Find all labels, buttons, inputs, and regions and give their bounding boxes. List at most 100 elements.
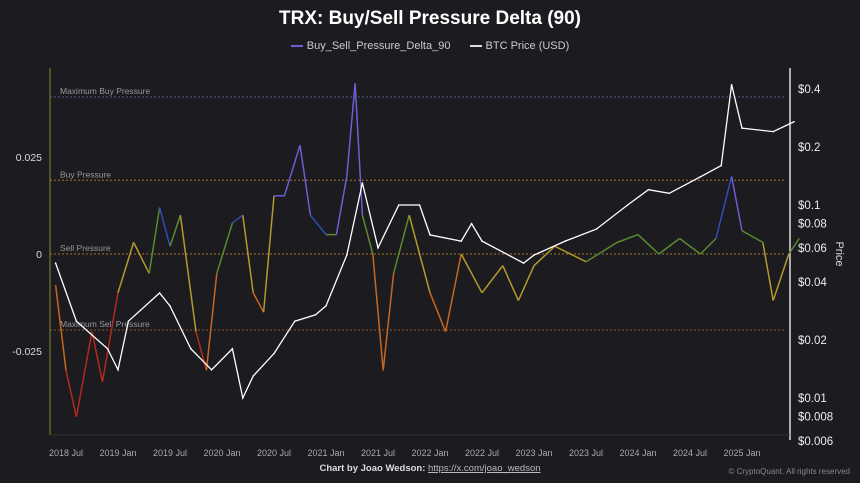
x-tick-label: 2024 Jan: [619, 448, 656, 458]
price-point: [169, 305, 171, 307]
price-point: [595, 228, 598, 230]
y-right-tick-label: $0.02: [798, 335, 827, 347]
x-tick-label: 2021 Jan: [307, 448, 344, 458]
price-point: [741, 127, 743, 129]
delta-segment: [762, 242, 774, 301]
delta-segment: [382, 273, 395, 371]
delta-segment: [715, 176, 733, 239]
delta-segment: [117, 242, 135, 294]
price-point: [158, 292, 161, 294]
delta-segment: [169, 214, 182, 247]
delta-segment: [91, 331, 104, 383]
y-right-tick-label: $0.08: [798, 219, 827, 231]
legend: Buy_Sell_Pressure_Delta_90 BTC Price (US…: [0, 40, 860, 52]
delta-segment: [262, 195, 275, 313]
price-point: [793, 120, 795, 123]
y-right-tick-label: $0.01: [798, 393, 827, 405]
copyright: © CryptoQuant. All rights reserved: [728, 467, 851, 476]
price-point: [533, 254, 535, 256]
price-point: [54, 262, 57, 264]
delta-segment: [481, 265, 504, 294]
price-point: [481, 240, 483, 242]
x-tick-label: 2018 Jul: [49, 448, 83, 458]
delta-segment: [158, 207, 171, 247]
y-right-axis-label: Price: [833, 241, 845, 266]
y-left-tick-label: 0: [36, 249, 42, 261]
y-right-tick-label: $0.4: [798, 84, 821, 96]
y-right-tick-label: $0.006: [798, 436, 833, 448]
delta-segment: [335, 176, 348, 235]
chart-credit: Chart by Joao Wedson: https://x.com/joao…: [319, 463, 541, 474]
price-point: [117, 368, 119, 371]
x-tick-label: 2022 Jan: [411, 448, 448, 458]
threshold-label: Buy Pressure: [60, 169, 111, 179]
delta-segment: [637, 234, 660, 255]
price-point: [252, 375, 254, 377]
delta-segment: [75, 331, 93, 418]
price-point: [127, 320, 130, 322]
x-tick-label: 2020 Jan: [203, 448, 240, 458]
x-tick-label: 2019 Jul: [153, 448, 187, 458]
price-point: [668, 192, 670, 195]
legend-item-price[interactable]: BTC Price (USD): [469, 40, 569, 52]
price-point: [294, 320, 296, 322]
price-point: [398, 204, 400, 206]
x-tick-label: 2023 Jan: [515, 448, 552, 458]
price-point: [273, 352, 275, 355]
delta-segment: [460, 253, 483, 294]
delta-segment: [730, 176, 743, 231]
delta-segment: [429, 292, 447, 332]
y-right-tick-label: $0.06: [798, 243, 827, 255]
price-point: [377, 247, 379, 249]
delta-segment: [65, 370, 78, 418]
delta-segment: [392, 215, 410, 274]
price-point: [346, 254, 348, 256]
threshold-label: Sell Pressure: [60, 243, 111, 253]
price-point: [470, 222, 473, 225]
x-tick-label: 2022 Jul: [465, 448, 499, 458]
delta-segment: [231, 214, 244, 224]
price-point: [75, 320, 78, 322]
delta-segment: [179, 215, 197, 332]
y-right-tick-label: $0.008: [798, 412, 833, 424]
y-right-tick-label: $0.04: [798, 277, 827, 289]
delta-segment: [242, 215, 254, 293]
delta-segment: [444, 253, 462, 332]
price-point: [647, 188, 650, 191]
price-point: [106, 347, 109, 350]
price-point: [210, 368, 213, 371]
price-point: [190, 347, 192, 350]
price-point: [361, 182, 364, 184]
price-point: [429, 234, 431, 236]
delta-segment: [502, 265, 520, 301]
price-point: [231, 347, 234, 350]
threshold-label: Maximum Sell Pressure: [60, 319, 150, 329]
delta-segment: [741, 230, 764, 244]
delta-segment: [132, 242, 150, 274]
x-tick-label: 2025 Jan: [723, 448, 760, 458]
delta-segment: [372, 253, 384, 371]
delta-segment: [346, 83, 356, 177]
price-point: [460, 240, 463, 242]
price-point: [720, 164, 722, 167]
delta-segment: [772, 253, 790, 301]
legend-item-delta[interactable]: Buy_Sell_Pressure_Delta_90: [290, 40, 450, 52]
delta-segment: [309, 214, 327, 236]
delta-segment: [354, 83, 364, 216]
delta-segment: [788, 238, 800, 255]
credit-link[interactable]: https://x.com/joao_wedson: [428, 463, 541, 474]
delta-segment: [148, 207, 161, 274]
delta-segment: [699, 237, 717, 255]
price-point: [418, 204, 421, 206]
delta-segment: [679, 237, 701, 255]
x-tick-label: 2021 Jul: [361, 448, 395, 458]
y-right-tick-label: $0.2: [798, 142, 820, 154]
price-point: [242, 397, 244, 399]
delta-segment: [252, 292, 265, 313]
delta-segment: [533, 245, 556, 267]
delta-segment: [54, 284, 67, 371]
delta-segment: [554, 245, 587, 263]
y-left-tick-label: 0.025: [16, 152, 42, 164]
delta-segment: [216, 222, 234, 274]
